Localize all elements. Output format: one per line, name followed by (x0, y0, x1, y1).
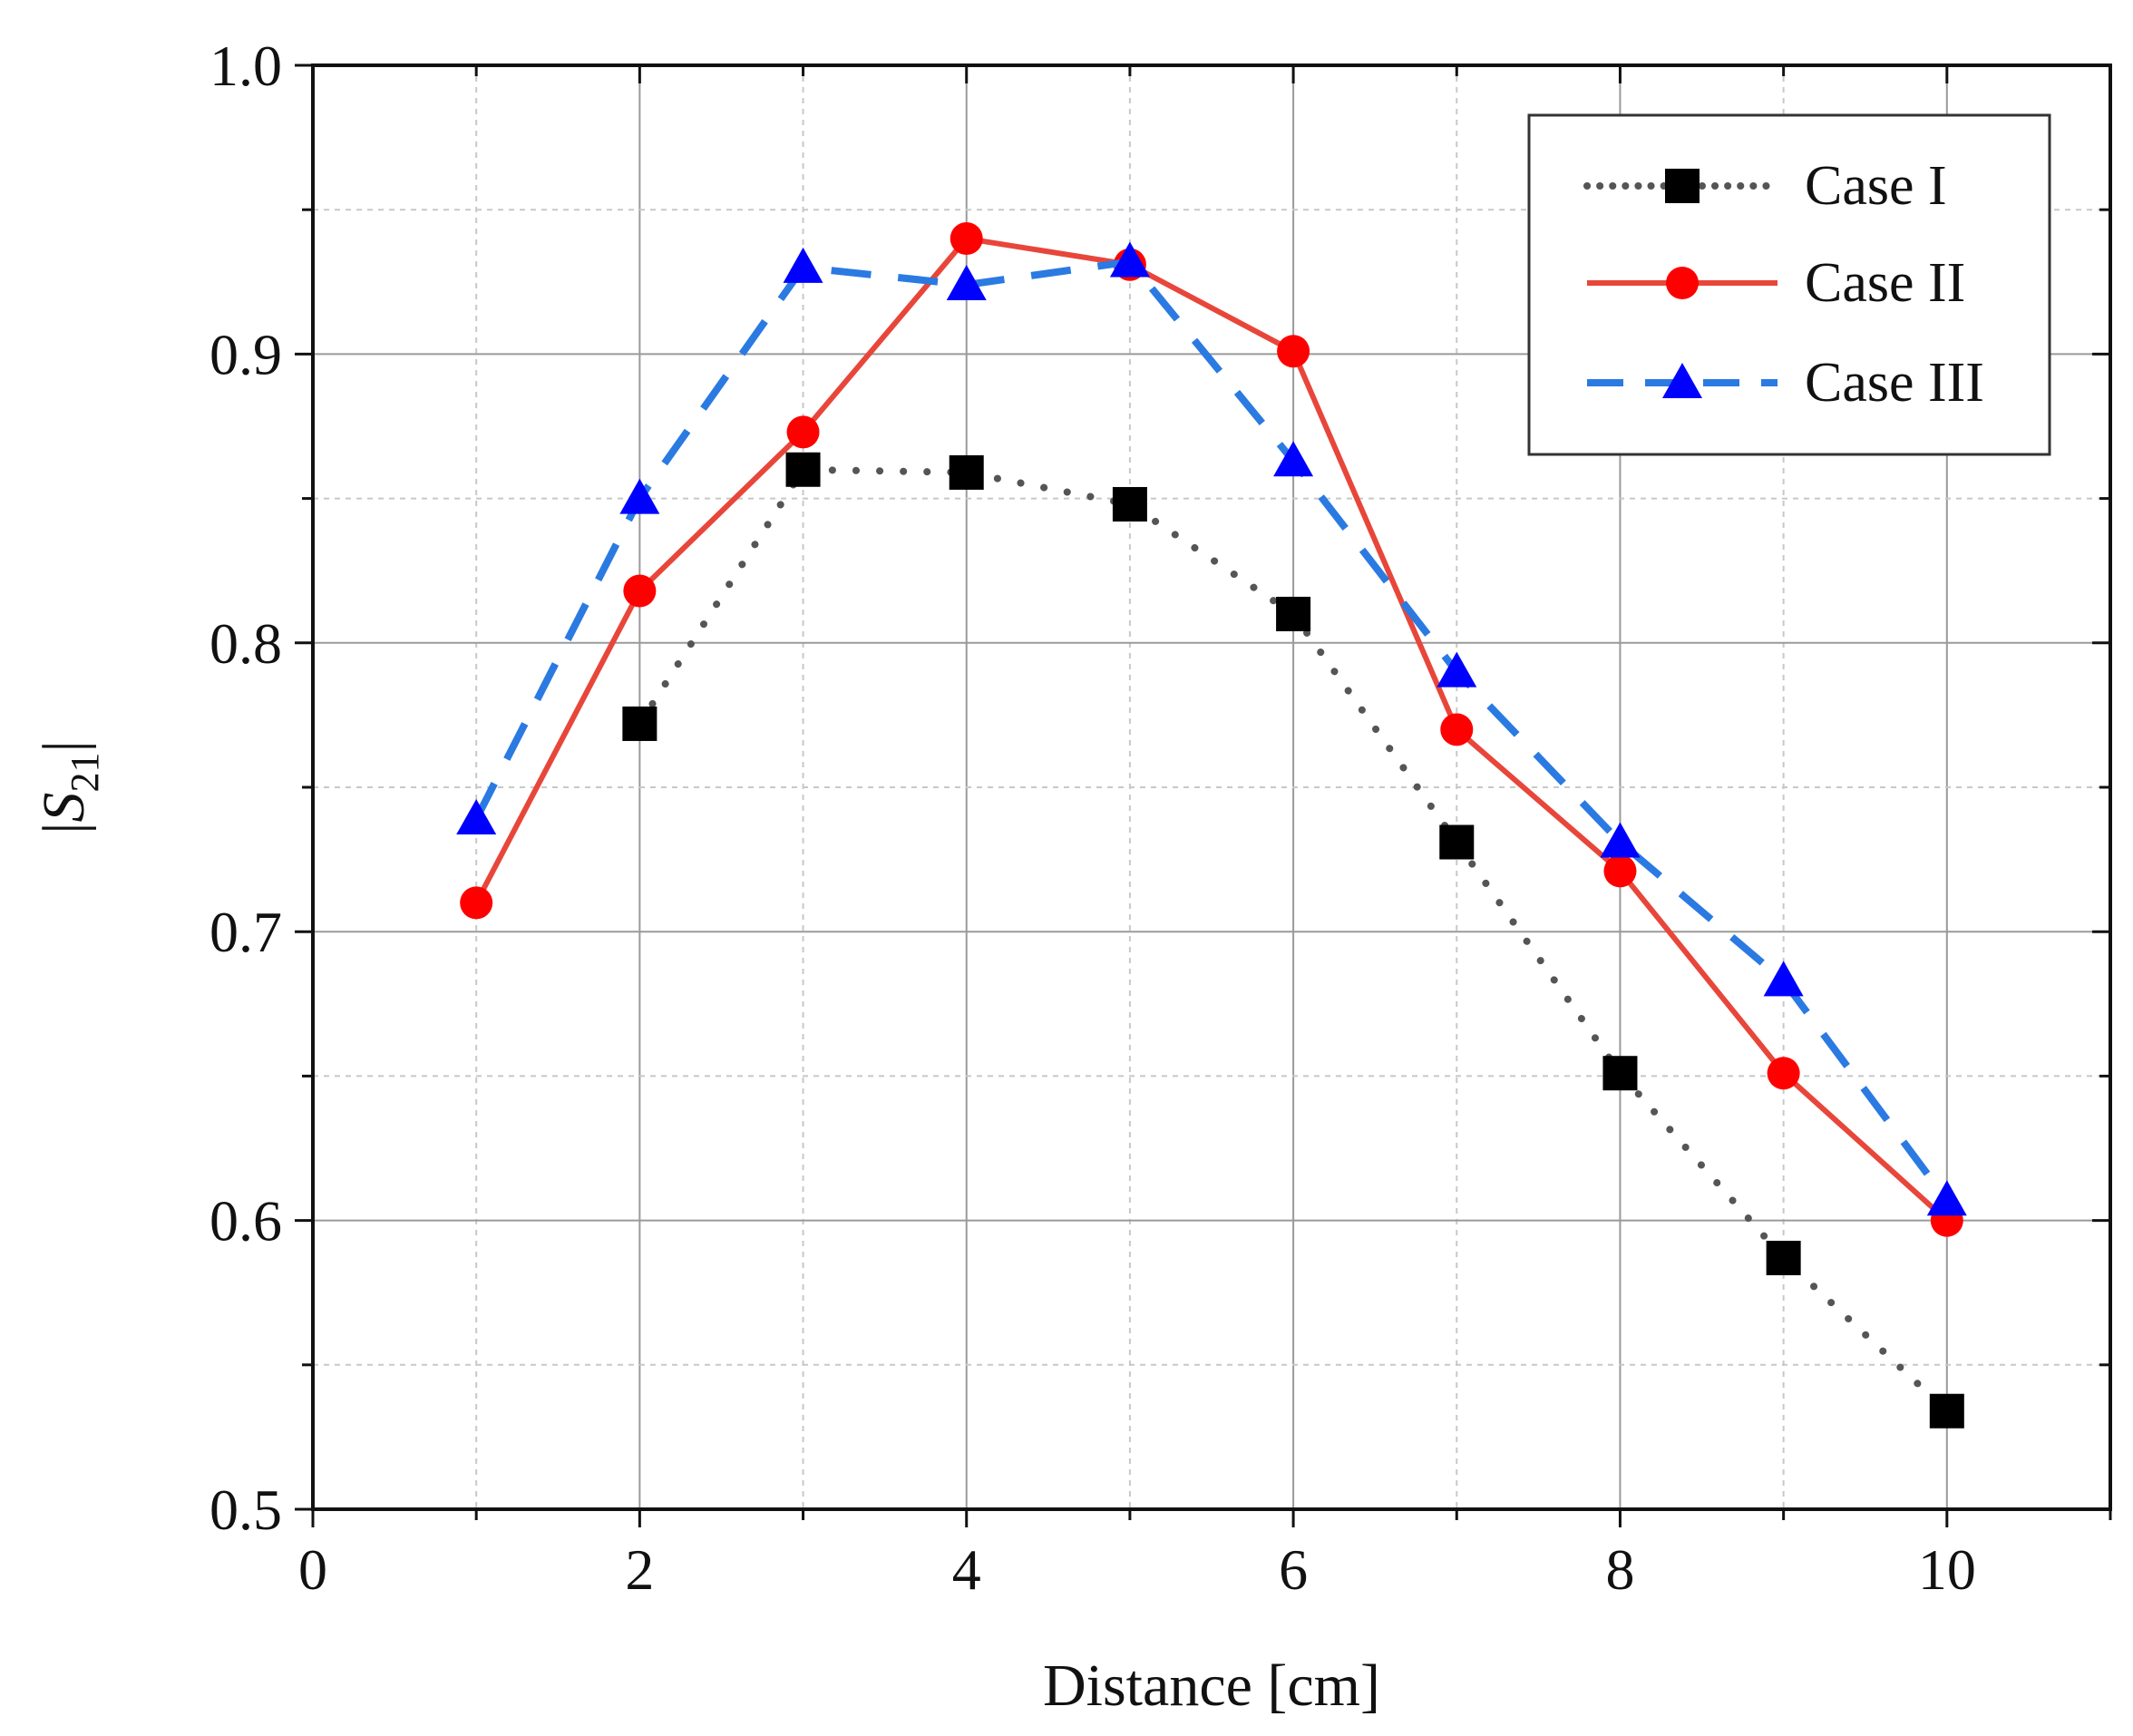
data-point-case-ii (460, 886, 493, 920)
data-point-case-iii (783, 247, 823, 283)
x-axis-title: Distance [cm] (1043, 1653, 1380, 1719)
data-point-case-ii (1440, 713, 1474, 746)
y-axis-title-main: S (31, 793, 97, 823)
y-tick-label: 0.9 (209, 322, 282, 386)
legend-label-case-ii: Case II (1805, 252, 1965, 314)
legend-item-case-i: Case I (1583, 155, 1947, 217)
series (456, 222, 1967, 1429)
y-tick-label: 1.0 (209, 34, 282, 98)
data-point-case-i (1766, 1240, 1801, 1275)
data-point-case-ii (950, 222, 983, 256)
y-tick-label: 0.6 (209, 1189, 282, 1253)
legend: Case I Case II Case III (1527, 113, 2051, 456)
data-point-case-iii (1437, 651, 1477, 688)
data-point-case-i (1929, 1393, 1964, 1429)
data-point-case-iii (1600, 822, 1641, 858)
y-tick-label: 0.8 (209, 611, 282, 676)
data-point-case-i (1112, 486, 1147, 522)
series-case-iii (456, 241, 1967, 1216)
data-point-case-iii (1109, 241, 1150, 278)
legend-label-case-i: Case I (1805, 155, 1947, 217)
data-point-case-i (785, 452, 821, 487)
data-point-case-i (949, 454, 984, 490)
legend-marker-case-iii (1662, 363, 1702, 398)
data-point-case-i (1276, 596, 1311, 631)
data-point-case-i (622, 706, 657, 741)
legend-marker-case-i (1665, 169, 1700, 203)
x-tick-label: 8 (1605, 1537, 1634, 1602)
data-point-case-iii (1763, 961, 1804, 997)
axis-ticks (295, 63, 2112, 1527)
data-point-case-iii (456, 799, 497, 835)
grid (313, 65, 2110, 1509)
data-point-case-iii (1926, 1180, 1967, 1216)
legend-item-case-ii: Case II (1587, 252, 1965, 314)
data-point-case-ii (1603, 854, 1637, 888)
series-line-case-ii (473, 236, 1949, 1223)
data-point-case-i (1439, 824, 1475, 860)
y-axis-title: |S21| (31, 740, 107, 834)
y-axis-title-suffix: | (31, 740, 97, 752)
data-point-case-iii (946, 264, 987, 300)
legend-label-case-iii: Case III (1805, 352, 1984, 414)
x-tick-label: 4 (952, 1537, 981, 1602)
data-point-case-ii (623, 574, 657, 608)
y-axis-title-sub: 21 (63, 753, 107, 793)
x-tick-label: 2 (625, 1537, 654, 1602)
legend-item-case-iii: Case III (1587, 352, 1984, 414)
data-point-case-ii (1277, 335, 1310, 368)
x-tick-label: 10 (1918, 1537, 1976, 1602)
data-point-case-iii (1273, 441, 1314, 477)
data-point-case-iii (619, 478, 660, 514)
y-tick-label: 0.5 (209, 1478, 282, 1542)
data-point-case-ii (786, 415, 820, 449)
series-case-i (622, 452, 1964, 1429)
legend-marker-case-ii (1666, 267, 1699, 299)
x-tick-label: 6 (1279, 1537, 1308, 1602)
x-tick-label: 0 (298, 1537, 327, 1602)
series-line-case-iii (472, 258, 1951, 1203)
data-point-case-ii (1767, 1057, 1800, 1090)
data-point-case-i (1602, 1056, 1638, 1091)
y-tick-label: 0.7 (209, 900, 282, 964)
y-axis-title-prefix: | (31, 823, 97, 834)
axis-tick-labels: 0 2 4 6 8 10 0.5 0.6 0.7 0.8 0.9 1.0 (209, 34, 1976, 1602)
